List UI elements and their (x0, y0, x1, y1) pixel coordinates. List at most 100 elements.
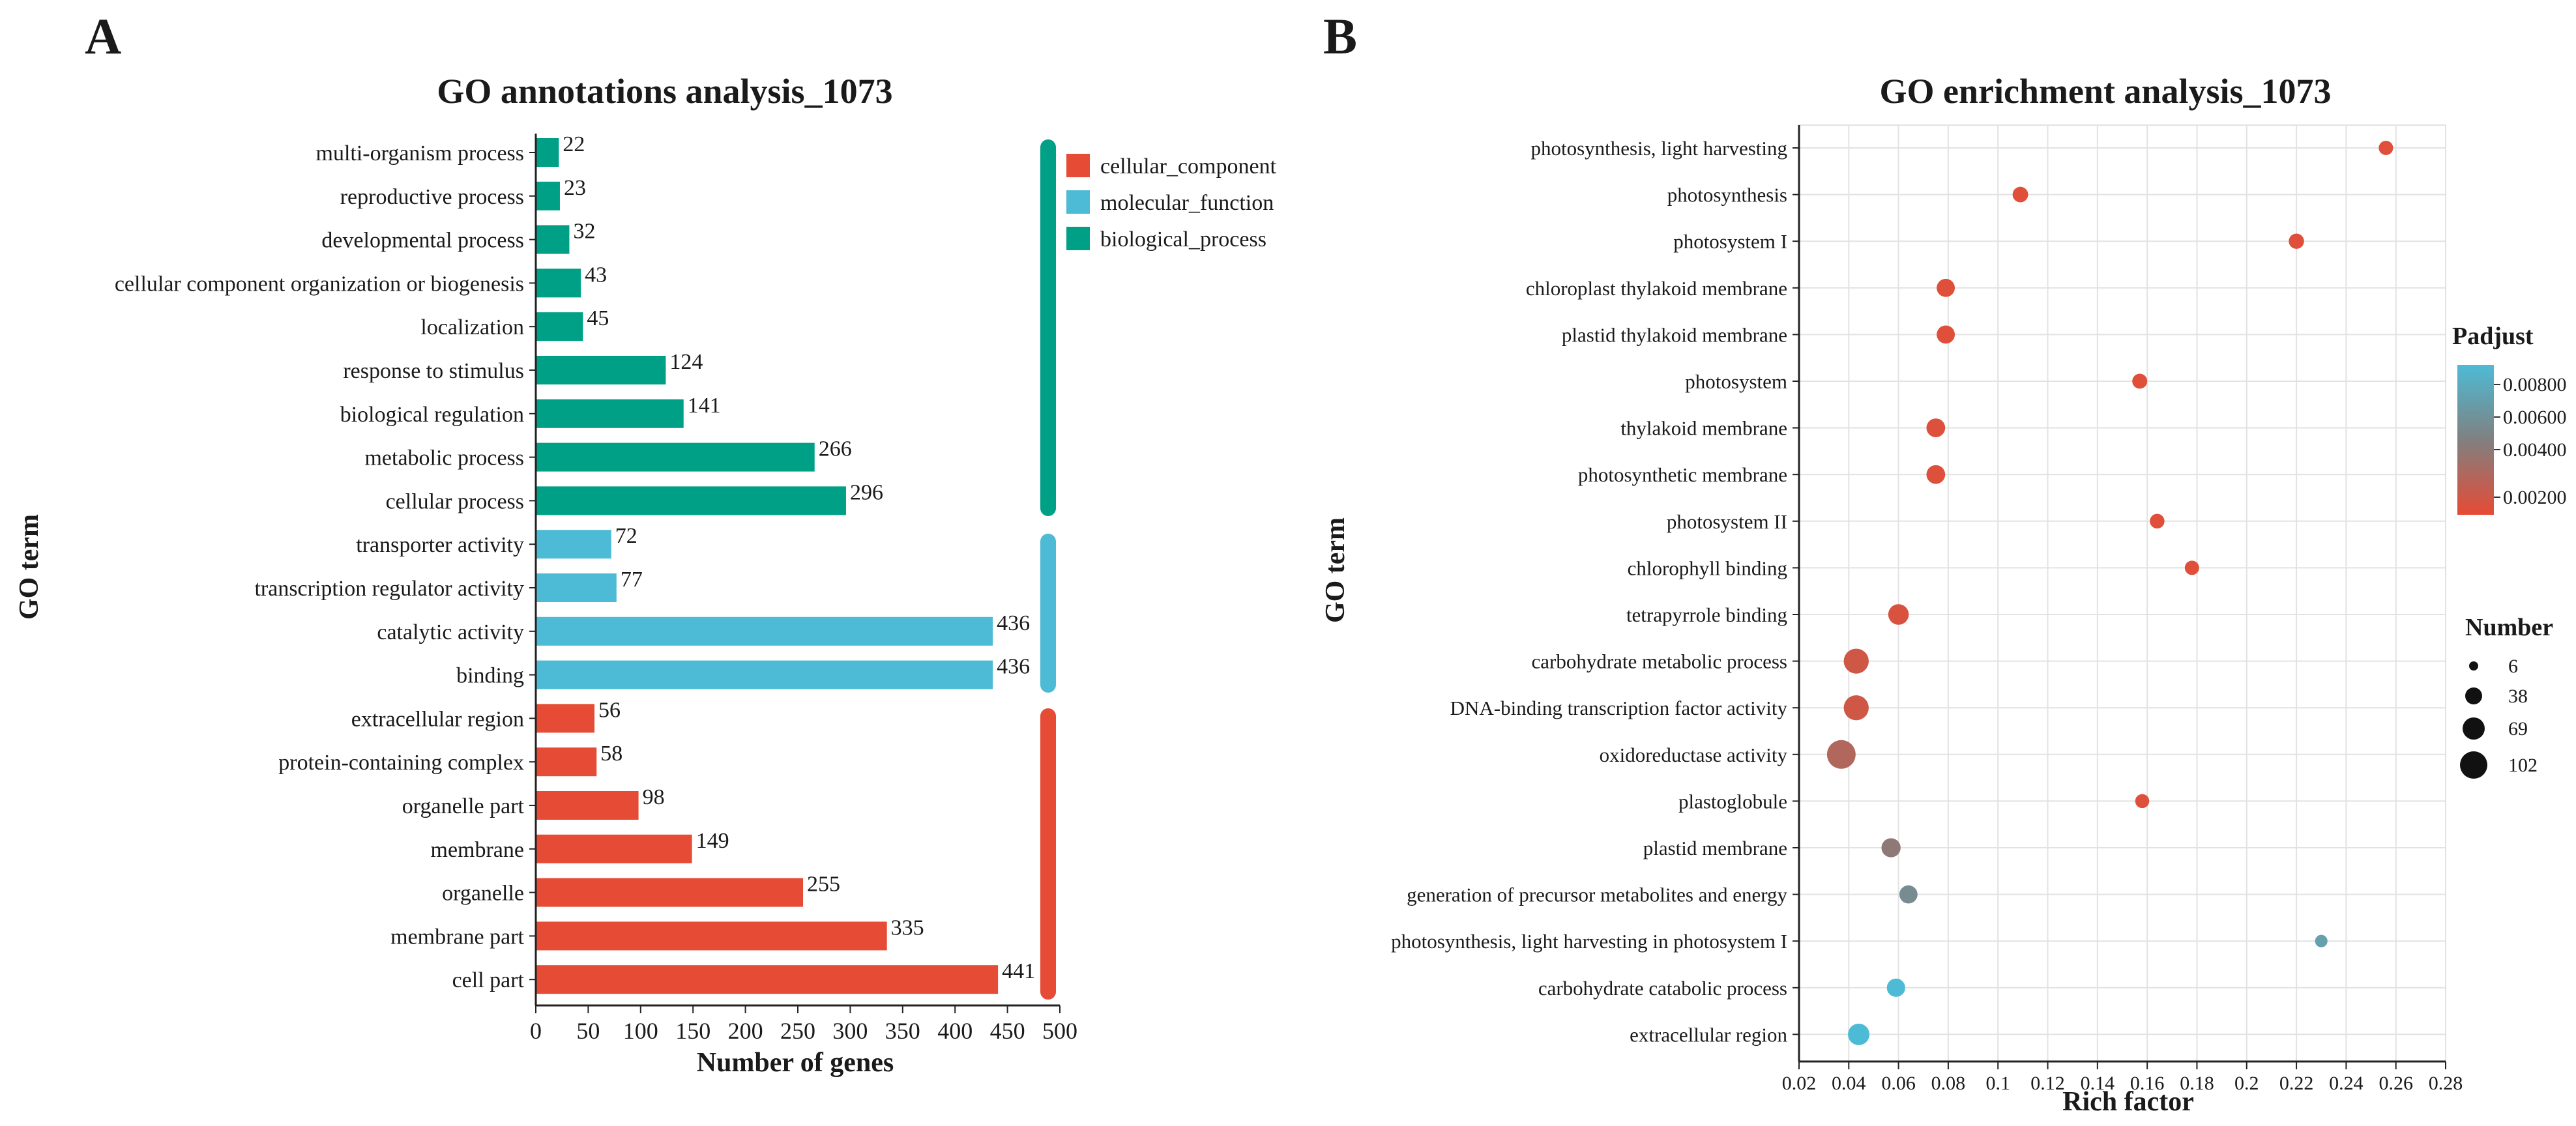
panel-a-value-labels: 22 23 32 43 45 124 141 266 296 72 77 436 436 56 58 98 14… (563, 132, 1035, 983)
category-label: reproductive process (340, 185, 524, 209)
bracket-cellular-component (1040, 708, 1056, 1000)
category-label: multi-organism process (316, 141, 525, 166)
enrichment-dot (1881, 838, 1901, 858)
category-label: cellular component organization or bioge… (115, 272, 524, 296)
panel-a: A GO annotations analysis_1073 GO term N… (14, 8, 1277, 1078)
value-label: 77 (621, 568, 643, 592)
bar (536, 268, 581, 298)
x-tick-label: 250 (780, 1018, 815, 1044)
value-label: 436 (997, 655, 1030, 679)
category-label: chloroplast thylakoid membrane (1526, 277, 1787, 300)
padjust-tick-label: 0.00200 (2503, 487, 2567, 508)
panel-a-x-axis-label: Number of genes (697, 1048, 894, 1078)
category-label: plastid membrane (1643, 837, 1787, 859)
enrichment-dot (2012, 186, 2028, 203)
legend-label-biological-process: biological_process (1100, 227, 1266, 252)
category-label: extracellular region (1630, 1023, 1787, 1046)
padjust-legend-title: Padjust (2452, 323, 2534, 350)
enrichment-dot (2378, 140, 2393, 156)
number-legend-label: 69 (2508, 718, 2528, 740)
category-label: extracellular region (351, 707, 524, 731)
number-legend-label: 6 (2508, 656, 2518, 677)
padjust-tick-label: 0.00400 (2503, 439, 2567, 461)
value-label: 441 (1002, 959, 1035, 983)
bar (536, 791, 639, 820)
panel-a-title: GO annotations analysis_1073 (437, 72, 892, 111)
bar (536, 225, 570, 254)
legend-label-molecular-function: molecular_function (1100, 191, 1274, 215)
value-label: 296 (850, 480, 883, 504)
x-tick-label: 350 (885, 1018, 920, 1044)
enrichment-dot (1843, 648, 1869, 674)
category-label: plastoglobule (1678, 790, 1787, 813)
number-legend-dot (2463, 717, 2485, 740)
panel-b-y-axis-label: GO term (1321, 517, 1351, 623)
enrichment-dot (1843, 695, 1869, 721)
x-tick-label: 50 (576, 1018, 600, 1044)
x-tick-label: 0.22 (2279, 1073, 2314, 1094)
x-tick-label: 0.02 (1782, 1073, 1817, 1094)
x-tick-label: 0.18 (2180, 1073, 2214, 1094)
category-label: carbohydrate catabolic process (1538, 977, 1787, 1000)
panel-a-legend: cellular_component molecular_function bi… (1066, 154, 1277, 252)
category-label: organelle (442, 882, 524, 906)
legend-swatch-cellular-component (1066, 154, 1090, 177)
x-tick-label: 500 (1042, 1018, 1077, 1044)
number-legend-label: 102 (2508, 755, 2538, 776)
enrichment-dot (2184, 560, 2199, 575)
number-legend-title: Number (2465, 614, 2553, 641)
number-legend-dot (2469, 661, 2478, 671)
enrichment-dot (1926, 465, 1946, 484)
enrichment-dot (2135, 794, 2150, 809)
bar (536, 486, 846, 515)
panel-b-title: GO enrichment analysis_1073 (1879, 72, 2331, 111)
number-legend-label: 38 (2508, 686, 2528, 707)
bracket-biological-process (1040, 139, 1056, 516)
bar (536, 442, 815, 472)
category-label: developmental process (321, 229, 524, 253)
panel-a-x-ticks: 0 50 100 150 200 250 300 350 400 450 500 (530, 1005, 1077, 1044)
bar (536, 747, 597, 777)
legend-swatch-biological-process (1066, 227, 1090, 250)
bar (536, 399, 684, 428)
value-label: 149 (696, 829, 729, 853)
panel-b-grid (1798, 125, 2446, 1061)
enrichment-dot (2289, 233, 2304, 249)
x-tick-label: 0.08 (1931, 1073, 1966, 1094)
x-tick-label: 0.12 (2030, 1073, 2065, 1094)
bar (536, 356, 666, 384)
enrichment-dot (1888, 604, 1909, 625)
bar (536, 573, 617, 602)
panel-b-letter: B (1323, 8, 1357, 65)
value-label: 335 (891, 916, 924, 940)
category-label: photosystem II (1667, 510, 1787, 533)
x-tick-label: 0.1 (1985, 1073, 2010, 1094)
bar (536, 660, 993, 689)
x-tick-label: 200 (728, 1018, 763, 1044)
value-label: 436 (997, 611, 1030, 635)
enrichment-dot (1848, 1023, 1870, 1045)
value-label: 141 (688, 394, 721, 418)
x-tick-label: 0.2 (2234, 1073, 2259, 1094)
category-label: photosynthetic membrane (1578, 463, 1787, 486)
category-label: DNA-binding transcription factor activit… (1450, 697, 1788, 719)
category-label: metabolic process (364, 446, 524, 470)
x-tick-label: 0.28 (2429, 1073, 2463, 1094)
enrichment-dot (1937, 278, 1955, 297)
x-tick-label: 400 (937, 1018, 973, 1044)
bar (536, 921, 887, 951)
category-label: photosynthesis, light harvesting in phot… (1391, 930, 1787, 953)
category-label: localization (420, 315, 524, 339)
category-label: protein-containing complex (278, 751, 524, 775)
number-legend-dot (2465, 687, 2482, 704)
enrichment-dot (1886, 978, 1905, 997)
value-label: 22 (563, 132, 585, 156)
bar (536, 965, 999, 994)
category-label: photosystem (1685, 370, 1787, 393)
bar (536, 616, 993, 646)
category-label: tetrapyrrole binding (1626, 603, 1787, 626)
category-label: photosystem I (1673, 230, 1787, 253)
category-label: catalytic activity (377, 620, 524, 644)
enrichment-dot (1937, 325, 1955, 344)
